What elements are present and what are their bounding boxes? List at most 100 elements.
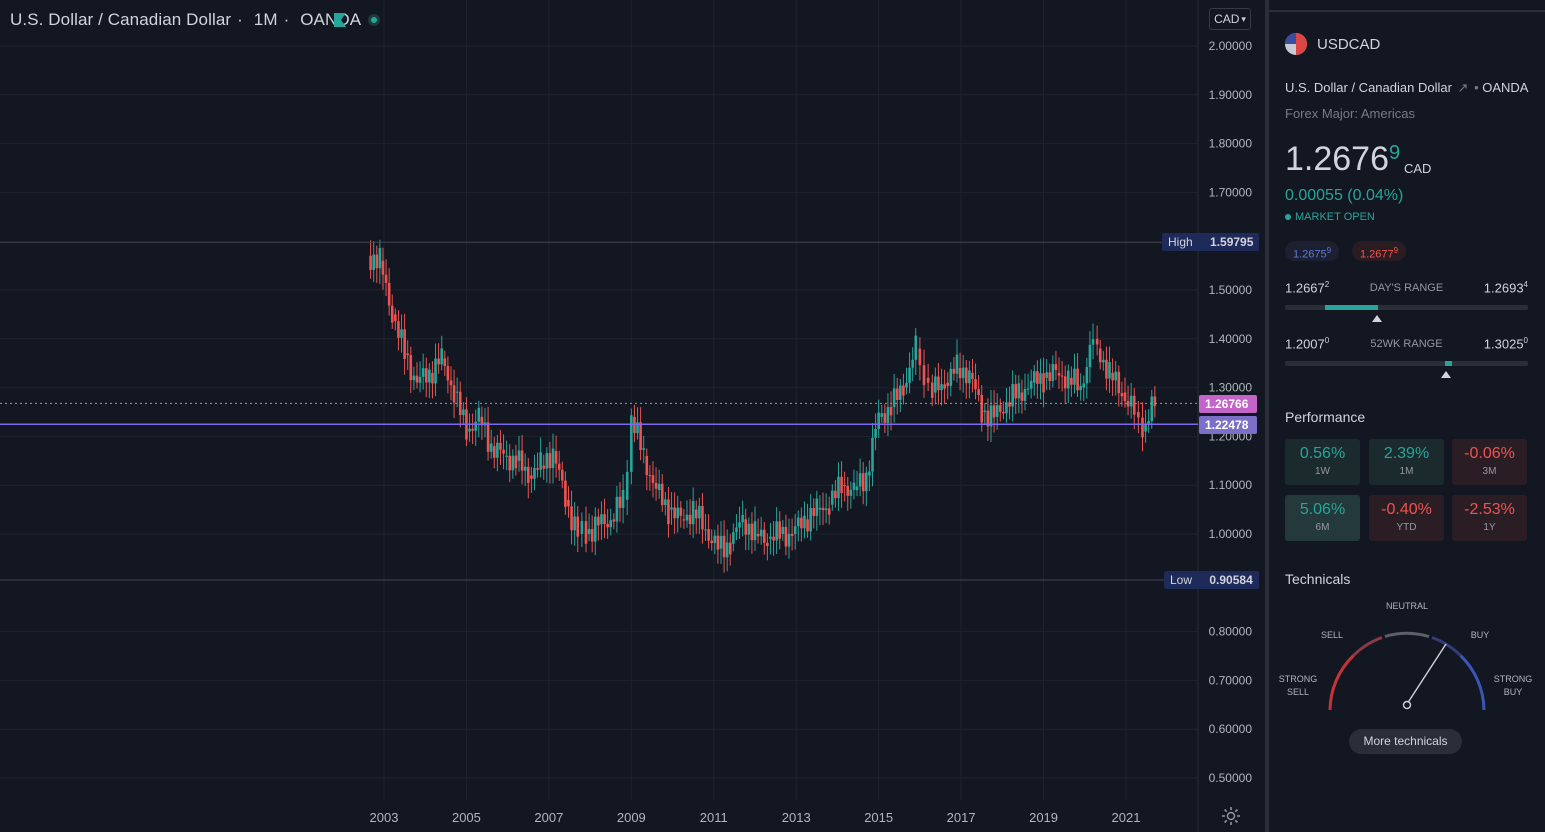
price-chart[interactable]: 2.00000 1.90000 1.80000 1.70000 1.50000 1.400…	[0, 0, 1265, 832]
candle-body	[738, 522, 741, 528]
price-axis-label: 0.70000	[1209, 673, 1253, 687]
gear-icon[interactable]	[1221, 806, 1241, 826]
wk52-range-low-sup: 0	[1324, 336, 1330, 345]
candle-body	[1070, 377, 1073, 385]
candle-body	[526, 466, 530, 483]
candle-body	[750, 523, 754, 541]
candle-body	[1091, 339, 1095, 345]
legend-sep-1: ·	[237, 10, 243, 29]
candle-body	[1011, 384, 1014, 407]
performance-title[interactable]: Performance	[1285, 409, 1366, 425]
candle-body	[548, 453, 552, 469]
candle-body	[437, 358, 440, 365]
performance-value: 0.56%	[1299, 445, 1346, 462]
flag-icon[interactable]	[333, 12, 347, 28]
candle-body	[796, 517, 800, 527]
external-link-icon[interactable]: ↗	[1457, 80, 1469, 95]
candles	[369, 239, 1157, 573]
candle-body	[827, 508, 831, 515]
panel-symbol[interactable]: USDCAD	[1317, 36, 1381, 53]
candle-body	[597, 516, 600, 526]
candle-body	[1111, 372, 1114, 381]
candle-body	[615, 496, 619, 522]
candle-body	[587, 529, 591, 534]
candle-body	[409, 355, 413, 381]
candle-body	[902, 385, 905, 396]
candle-body	[1076, 368, 1079, 391]
candle-body	[943, 384, 946, 389]
candle-body	[1063, 376, 1067, 389]
candle-body	[612, 519, 616, 522]
technicals-title[interactable]: Technicals	[1285, 571, 1351, 587]
candle-body	[895, 388, 899, 400]
gauge-strong-buy-1: STRONG	[1493, 674, 1533, 684]
gauge-strong-sell-1: STRONG	[1278, 674, 1318, 684]
candle-body	[1132, 395, 1136, 415]
candle-body	[747, 523, 751, 535]
candle-body	[639, 422, 642, 450]
chart-area[interactable]: 2.00000 1.90000 1.80000 1.70000 1.50000 1.400…	[0, 0, 1265, 832]
candle-body	[710, 540, 714, 544]
price-axis-label: 1.40000	[1209, 332, 1253, 346]
candle-body	[983, 410, 987, 412]
candle-body	[1073, 368, 1076, 385]
wk52-range-low: 1.20070	[1285, 336, 1329, 351]
candle-body	[837, 476, 840, 499]
gauge-neutral-arc	[1384, 631, 1430, 638]
candle-body	[590, 529, 594, 542]
candle-body	[685, 514, 689, 521]
panel-description[interactable]: U.S. Dollar / Canadian Dollar	[1285, 80, 1452, 95]
chart-legend[interactable]: U.S. Dollar / Canadian Dollar · 1M · OANDA	[10, 10, 367, 30]
candle-body	[821, 507, 825, 511]
panel-description-row: U.S. Dollar / Canadian Dollar ↗ • OANDA	[1285, 80, 1528, 96]
candle-body	[1120, 393, 1124, 397]
market-status-dot-icon[interactable]	[368, 14, 380, 26]
time-axis-label: 2019	[1029, 810, 1058, 825]
candle-body	[384, 274, 388, 283]
candle-body	[868, 471, 871, 476]
panel-category[interactable]: Forex Major: Americas	[1285, 106, 1416, 121]
panel-change: 0.00055 (0.04%)	[1285, 187, 1404, 204]
candle-body	[603, 514, 606, 525]
candle-body	[406, 353, 410, 356]
candle-body	[400, 329, 403, 338]
candle-body	[846, 485, 850, 496]
candle-body	[567, 499, 570, 507]
more-technicals-button[interactable]: More technicals	[1349, 729, 1462, 754]
candle-body	[1057, 372, 1061, 376]
candle-body	[843, 485, 846, 487]
candle-body	[735, 527, 738, 533]
candle-body	[372, 254, 375, 270]
candle-body	[517, 450, 521, 461]
candle-body	[899, 385, 902, 400]
panel-divider[interactable]	[1265, 0, 1269, 832]
days-range-bar	[1285, 305, 1528, 310]
time-axis-label: 2015	[864, 810, 893, 825]
candle-body	[496, 442, 499, 458]
currency-select[interactable]: CAD ▾	[1209, 8, 1251, 30]
wk52-range-label: 52WK RANGE	[1370, 338, 1443, 350]
candle-body	[812, 508, 816, 516]
candle-body	[651, 475, 655, 483]
candle-body	[648, 475, 652, 477]
low-label: Low	[1170, 573, 1193, 587]
candle-body	[630, 415, 633, 472]
candle-body	[502, 449, 505, 454]
price-axis-label: 0.60000	[1209, 722, 1253, 736]
candle-body	[679, 507, 683, 516]
candle-body	[840, 476, 843, 493]
candle-body	[701, 505, 704, 530]
candle-body	[421, 368, 425, 377]
candle-body	[539, 452, 542, 470]
gauge-needle	[1406, 643, 1447, 705]
performance-value: -0.06%	[1464, 445, 1515, 462]
candle-body	[952, 368, 956, 374]
candle-body	[1082, 383, 1086, 388]
candle-body	[716, 535, 720, 550]
low-label-tag: Low 0.90584	[1164, 571, 1259, 589]
candle-body	[964, 367, 968, 384]
candle-body	[855, 486, 859, 491]
candle-body	[621, 489, 625, 508]
time-axis: 2003 2005 2007 2009 2011 2013 2015 2017 2019 2021	[370, 810, 1141, 825]
bid-sup: 9	[1326, 246, 1332, 255]
